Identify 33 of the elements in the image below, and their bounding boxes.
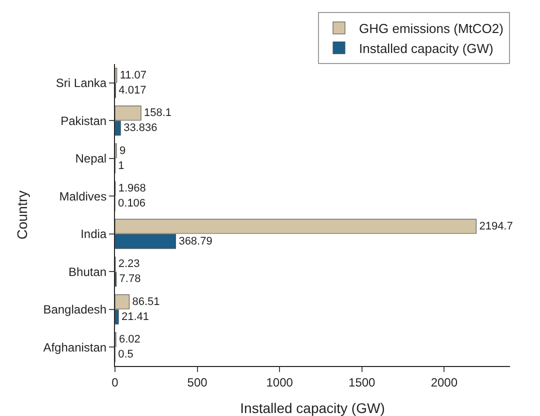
data-label: 33.836 <box>124 122 158 134</box>
data-label: 1 <box>118 160 124 172</box>
y-axis-title: Country <box>14 190 30 240</box>
y-tick-label: Bangladesh <box>43 302 107 317</box>
y-tick-label: Maldives <box>59 189 107 204</box>
data-label: 4.017 <box>118 84 146 96</box>
data-label: 11.07 <box>120 69 147 82</box>
y-tick-label: India <box>80 227 107 242</box>
data-label: 2194.7 <box>479 220 513 232</box>
x-tick-label: 1000 <box>266 375 294 390</box>
legend-label: Installed capacity (GW) <box>359 40 494 56</box>
data-label: 2.23 <box>118 258 140 270</box>
data-label: 86.51 <box>132 296 160 308</box>
y-tick-label: Afghanistan <box>43 340 107 354</box>
x-tick-label: 1500 <box>348 375 376 390</box>
data-label: 0.106 <box>118 198 146 210</box>
y-tick-label: Pakistan <box>60 114 107 128</box>
y-tick-label: Nepal <box>75 152 107 166</box>
data-label: 368.79 <box>178 235 212 248</box>
y-tick-label: Sri Lanka <box>56 76 107 90</box>
x-tick-label: 500 <box>187 375 208 390</box>
data-label: 21.41 <box>122 310 150 323</box>
data-label: 9 <box>119 144 126 157</box>
x-tick-label: 0 <box>112 375 119 390</box>
x-axis-title: Installed capacity (GW) <box>240 400 385 416</box>
data-label: 158.1 <box>144 107 172 120</box>
data-label: 6.02 <box>118 334 140 346</box>
y-tick-label: Bhutan <box>68 264 107 279</box>
data-label: 1.968 <box>118 182 146 195</box>
data-label: 0.5 <box>118 348 134 361</box>
data-label: 7.78 <box>119 273 141 286</box>
legend-label: GHG emissions (MtCO2) <box>359 21 504 36</box>
x-tick-label: 2000 <box>430 375 458 390</box>
